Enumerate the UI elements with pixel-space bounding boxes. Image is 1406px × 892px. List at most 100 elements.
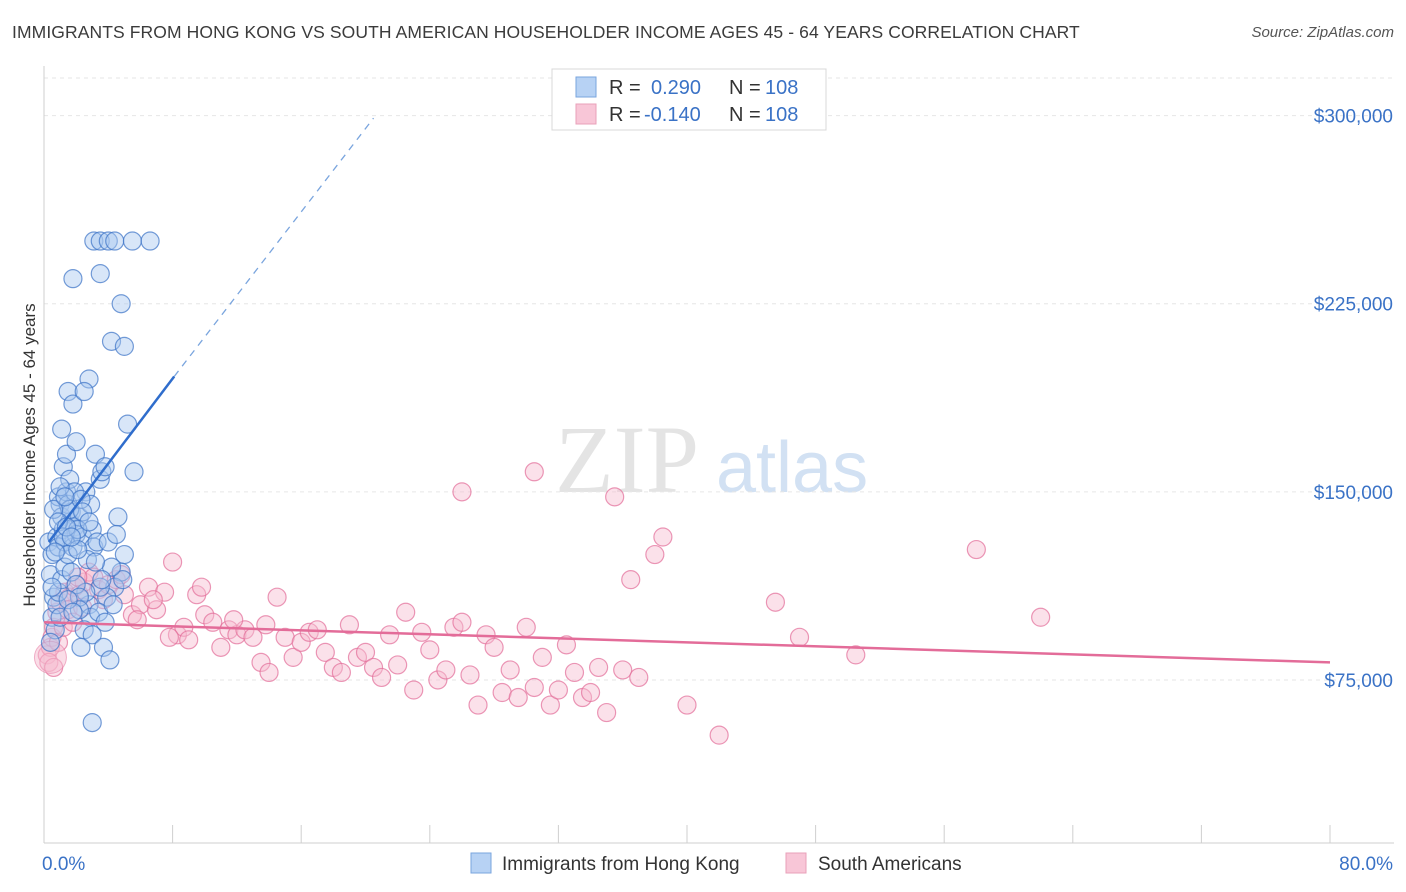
south-americans-point: [267, 587, 287, 607]
south-americans-points: [33, 462, 1051, 745]
south-americans-point: [283, 647, 303, 667]
south-americans-point: [765, 592, 786, 612]
south-americans-point: [380, 625, 400, 645]
hong-kong-point: [66, 432, 86, 452]
hong-kong-point: [55, 557, 75, 577]
hong-kong-point: [71, 637, 91, 657]
south-americans-point: [966, 539, 986, 560]
hong-kong-point: [84, 537, 104, 557]
south-americans-point: [355, 642, 376, 662]
hong-kong-point: [58, 381, 78, 402]
hong-kong-point: [68, 519, 88, 540]
south-americans-point: [645, 544, 665, 565]
south-americans-point: [468, 695, 488, 715]
south-americans-point: [211, 637, 231, 657]
hong-kong-point: [42, 544, 62, 565]
south-americans-point: [548, 680, 569, 700]
legend-n-label-2: N =: [729, 104, 761, 126]
hong-kong-point: [52, 570, 72, 590]
watermark-zip: ZIP: [555, 406, 699, 513]
south-americans-point: [597, 702, 617, 723]
bottom-legend: Immigrants from Hong Kong South American…: [470, 852, 962, 875]
hong-kong-point: [52, 419, 72, 439]
south-americans-point: [179, 630, 199, 650]
hong-kong-point: [64, 482, 85, 502]
south-americans-point: [331, 662, 351, 683]
legend-n-value-1: 108: [765, 77, 798, 99]
y-tick-label: $300,000: [1314, 107, 1393, 128]
south-americans-point: [613, 660, 633, 680]
hong-kong-point: [44, 499, 64, 520]
hong-kong-point: [82, 713, 102, 733]
grid-lines: [44, 77, 1394, 681]
south-americans-point: [404, 680, 424, 700]
hong-kong-point: [53, 457, 73, 477]
legend-r-label-2: R =: [609, 104, 641, 126]
legend-r-value-1: 0.290: [651, 77, 701, 99]
hong-kong-point: [68, 539, 88, 560]
hong-kong-point: [72, 502, 93, 522]
south-americans-point: [371, 667, 392, 688]
south-americans-point: [256, 615, 276, 635]
x-tick-max: 80.0%: [1339, 854, 1393, 875]
source-label: Source: ZipAtlas.com: [1251, 24, 1394, 41]
y-tick-label: $150,000: [1314, 483, 1393, 504]
hong-kong-point: [74, 381, 94, 402]
south-americans-point: [428, 670, 448, 690]
hong-kong-point: [85, 552, 106, 572]
hong-kong-point: [90, 577, 110, 597]
hong-kong-point: [93, 637, 114, 657]
south-americans-point: [291, 632, 311, 652]
south-americans-point: [315, 642, 335, 662]
hong-kong-point: [79, 512, 99, 532]
south-americans-point: [339, 615, 360, 635]
bottom-legend-label-south-americans: South Americans: [818, 854, 962, 875]
x-tick-min: 0.0%: [42, 854, 85, 875]
hong-kong-point: [61, 562, 81, 582]
hong-kong-point: [98, 231, 118, 251]
hong-kong-point: [100, 650, 120, 670]
legend-r-label-1: R =: [609, 77, 641, 99]
legend-swatch-pink: [575, 103, 597, 125]
south-americans-point: [191, 577, 212, 597]
hong-kong-point: [82, 625, 102, 645]
chart-title: IMMIGRANTS FROM HONG KONG VS SOUTH AMERI…: [12, 22, 1080, 42]
hong-kong-point: [60, 469, 80, 489]
hong-kong-point: [63, 602, 83, 622]
legend-r-value-2: -0.140: [644, 104, 701, 126]
south-americans-point: [621, 570, 641, 590]
hong-kong-point: [77, 549, 98, 570]
south-americans-point: [93, 590, 114, 610]
bottom-legend-label-hong-kong: Immigrants from Hong Kong: [502, 854, 740, 875]
hong-kong-points: [39, 231, 160, 733]
south-americans-point: [460, 665, 480, 685]
hong-kong-point: [140, 231, 160, 251]
hong-kong-point: [111, 294, 131, 314]
hong-kong-point: [63, 394, 83, 414]
hong-kong-point: [105, 231, 125, 251]
hong-kong-point: [90, 231, 110, 251]
south-americans-point: [564, 662, 585, 683]
south-americans-point: [396, 602, 416, 622]
south-americans-point: [846, 645, 866, 665]
south-americans-point: [299, 622, 319, 642]
south-americans-point: [508, 687, 528, 708]
south-americans-point: [163, 552, 183, 572]
hong-kong-point: [84, 231, 104, 251]
south-americans-point: [68, 567, 88, 587]
y-tick-labels: $75,000 $150,000 $225,000 $300,000: [1314, 107, 1393, 692]
hong-kong-point: [55, 487, 75, 507]
hong-kong-point: [63, 269, 83, 289]
south-americans-point: [159, 627, 179, 647]
y-tick-label: $225,000: [1314, 295, 1393, 316]
hong-kong-point: [113, 570, 133, 590]
y-axis-label: Householder Income Ages 45 - 64 years: [20, 303, 39, 606]
south-americans-point: [500, 660, 520, 680]
hong-kong-point: [42, 577, 62, 597]
south-americans-trend-line: [43, 621, 1331, 664]
south-americans-point: [259, 662, 279, 683]
hong-kong-trend-extension: [173, 117, 375, 377]
south-americans-point: [532, 647, 552, 667]
south-americans-point: [580, 682, 601, 703]
